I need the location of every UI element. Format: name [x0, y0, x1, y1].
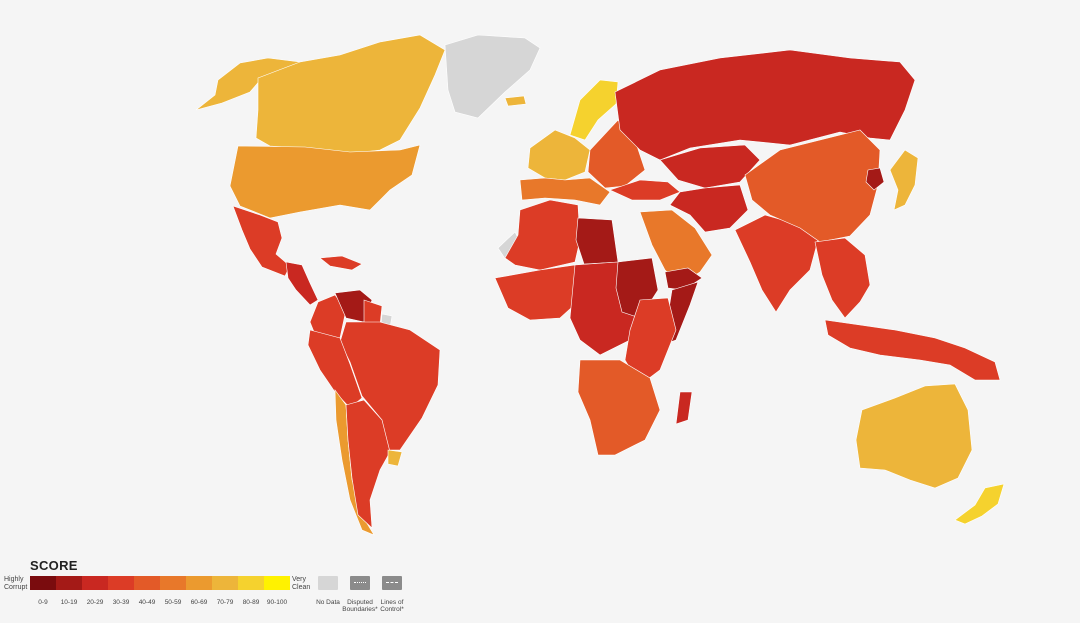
region-north-korea[interactable] [865, 167, 885, 191]
legend-tick-80-89: 80-89 [242, 599, 260, 606]
region-brazil[interactable] [339, 321, 441, 451]
region-guyana-suriname[interactable] [363, 299, 383, 326]
world-choropleth-map [195, 34, 1005, 536]
region-southern-europe[interactable] [519, 177, 611, 206]
legend-tick-20-29: 20-29 [86, 599, 104, 606]
legend-swatch-30-39 [108, 576, 134, 590]
legend-tick-60-69: 60-69 [190, 599, 208, 606]
region-madagascar[interactable] [675, 391, 693, 425]
lines-of-control-swatch [382, 576, 402, 590]
disputed-boundaries-label: Disputed Boundaries* [342, 599, 378, 613]
region-china[interactable] [744, 129, 881, 243]
region-western-europe[interactable] [527, 129, 591, 181]
legend-swatch-60-69 [186, 576, 212, 590]
legend-tick-50-59: 50-59 [164, 599, 182, 606]
region-russia[interactable] [614, 49, 916, 161]
legend-tick-70-79: 70-79 [216, 599, 234, 606]
legend-swatch-70-79 [212, 576, 238, 590]
legend-swatch-50-59 [160, 576, 186, 590]
legend-swatch-80-89 [238, 576, 264, 590]
legend-color-bar [30, 576, 290, 590]
score-legend: SCORE Highly Corrupt Very Clean 0-9 10-19… [0, 555, 460, 623]
legend-tick-90-100: 90-100 [266, 599, 288, 606]
legend-swatch-90-100 [264, 576, 290, 590]
region-west-africa[interactable] [494, 264, 581, 321]
legend-no-data: No Data [310, 576, 346, 606]
region-iran-middle-east[interactable] [669, 184, 749, 233]
region-uruguay[interactable] [387, 449, 403, 467]
legend-tick-30-39: 30-39 [112, 599, 130, 606]
legend-lines-of-control: Lines of Control* [374, 576, 410, 613]
region-united-states[interactable] [229, 144, 421, 219]
region-argentina[interactable] [345, 399, 391, 529]
lines-of-control-label: Lines of Control* [380, 599, 404, 613]
region-central-america[interactable] [285, 261, 319, 306]
legend-title: SCORE [30, 558, 78, 573]
region-southeast-asia[interactable] [814, 237, 871, 319]
legend-swatch-0-9 [30, 576, 56, 590]
region-canada[interactable] [255, 34, 446, 156]
region-east-africa[interactable] [624, 297, 677, 386]
region-libya[interactable] [575, 217, 619, 265]
legend-tick-labels: 0-9 10-19 20-29 30-39 40-49 50-59 60-69 70-79 80… [30, 599, 290, 606]
region-caribbean[interactable] [319, 255, 363, 271]
no-data-label: No Data [316, 599, 340, 606]
region-arabia[interactable] [639, 209, 713, 286]
region-australia[interactable] [855, 383, 973, 489]
region-southern-africa[interactable] [577, 359, 661, 456]
region-north-africa[interactable] [504, 199, 581, 271]
legend-swatch-20-29 [82, 576, 108, 590]
region-central-asia[interactable] [659, 144, 761, 189]
legend-high-label: Very Clean [292, 576, 311, 591]
legend-swatch-40-49 [134, 576, 160, 590]
region-indonesia[interactable] [824, 319, 1001, 381]
region-japan[interactable] [889, 149, 919, 211]
no-data-swatch [318, 576, 338, 590]
legend-low-label: Highly Corrupt [4, 576, 28, 591]
region-alaska[interactable] [195, 57, 301, 111]
legend-tick-0-9: 0-9 [38, 599, 48, 606]
legend-swatch-10-19 [56, 576, 82, 590]
legend-tick-10-19: 10-19 [60, 599, 78, 606]
legend-disputed: Disputed Boundaries* [342, 576, 378, 613]
region-iceland[interactable] [504, 95, 527, 107]
legend-tick-40-49: 40-49 [138, 599, 156, 606]
region-new-zealand[interactable] [954, 483, 1005, 525]
disputed-boundaries-swatch [350, 576, 370, 590]
region-greenland[interactable] [444, 34, 541, 119]
region-mexico[interactable] [232, 205, 291, 277]
